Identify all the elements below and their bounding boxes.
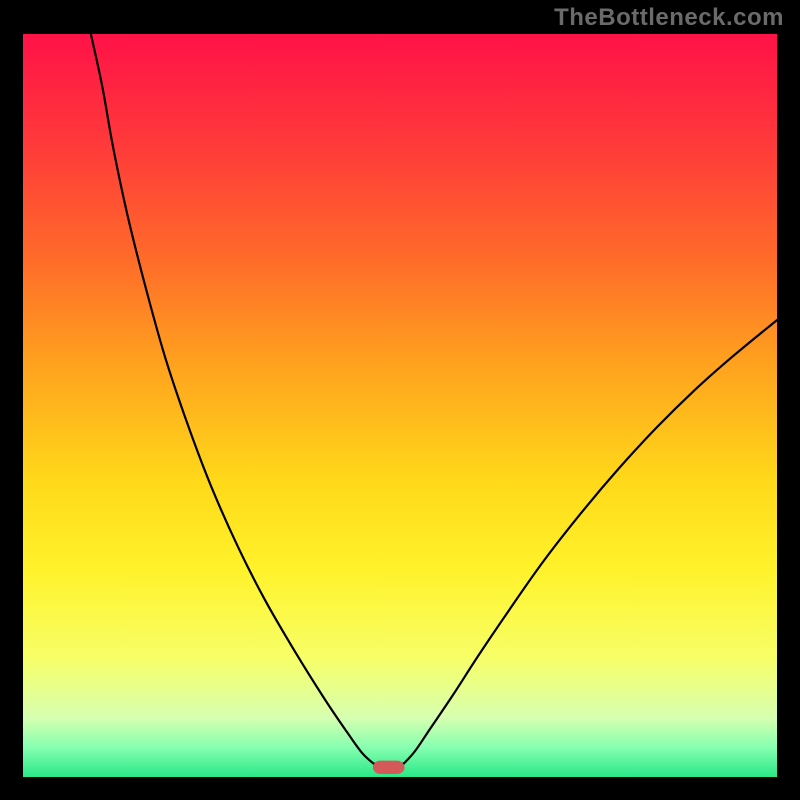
plot-area — [23, 34, 777, 777]
watermark-text: TheBottleneck.com — [554, 4, 784, 32]
gradient-background — [23, 34, 777, 777]
optimal-marker — [373, 761, 405, 774]
plot-svg — [23, 34, 777, 777]
chart-frame: TheBottleneck.com — [0, 0, 800, 800]
